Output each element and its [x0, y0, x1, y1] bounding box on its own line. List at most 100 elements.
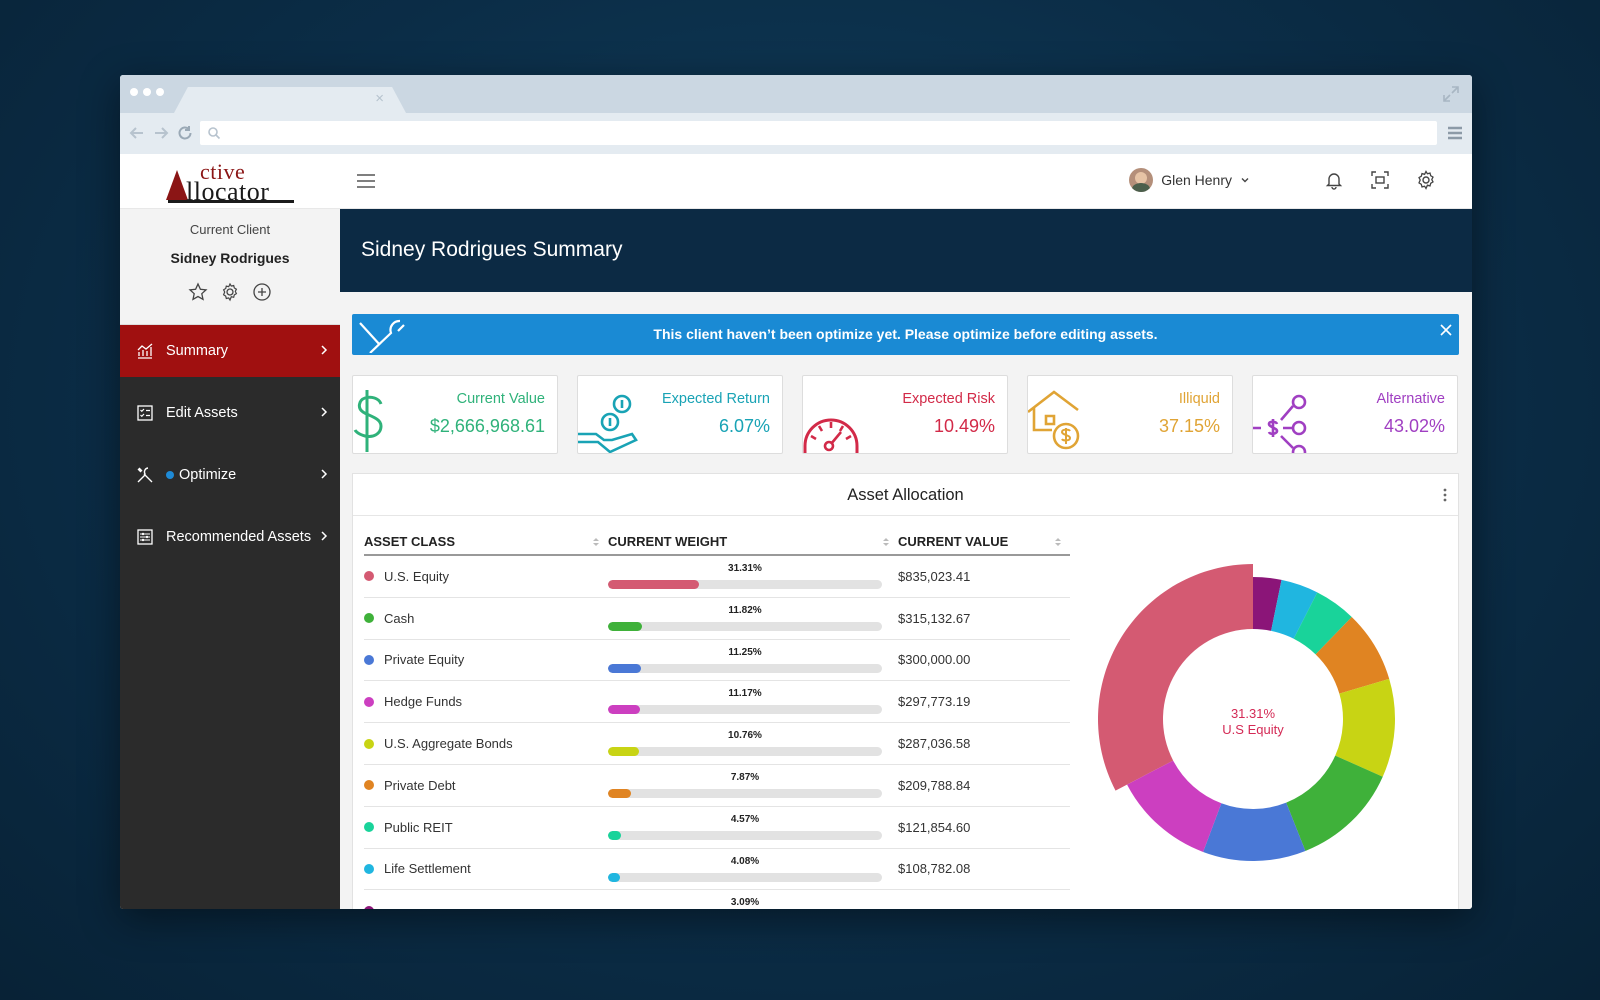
expand-icon[interactable]: [1442, 85, 1460, 103]
url-input[interactable]: [200, 121, 1437, 145]
speedometer-icon: [803, 418, 859, 453]
table-body: U.S. Equity 31.31% $835,023.41 Cash 11.8…: [364, 556, 1070, 909]
browser-tab[interactable]: ×: [174, 87, 406, 113]
star-icon[interactable]: [188, 282, 208, 302]
color-swatch: [364, 738, 374, 749]
donut-slice-other[interactable]: [1253, 577, 1282, 631]
weight-cell: 11.82%: [608, 598, 898, 639]
donut-slice-life-settlement[interactable]: [1271, 579, 1318, 639]
window-controls[interactable]: [130, 88, 164, 96]
column-header-current-weight[interactable]: CURRENT WEIGHT: [608, 528, 898, 554]
card-label: Current Value: [456, 391, 545, 407]
page-title: Sidney Rodrigues Summary: [340, 209, 1472, 292]
asset-class-cell: U.S. Equity: [364, 569, 608, 584]
forward-icon[interactable]: [152, 124, 170, 142]
weight-label: 4.08%: [730, 855, 760, 867]
browser-menu-icon[interactable]: [1446, 125, 1464, 141]
weight-cell: 11.17%: [608, 681, 898, 722]
chevron-right-icon: [321, 469, 328, 479]
column-header-current-value[interactable]: CURRENT VALUE: [898, 528, 1070, 554]
weight-bar-track: [608, 747, 882, 757]
donut-slice-u-s-equity[interactable]: [1098, 564, 1253, 791]
card-value: 10.49%: [933, 416, 995, 436]
dollar-network-icon: [1253, 394, 1307, 453]
sidebar-item-label: Optimize: [179, 467, 237, 483]
card-value: 43.02%: [1383, 416, 1445, 436]
user-menu[interactable]: Glen Henry: [1129, 168, 1250, 192]
hamburger-menu-icon[interactable]: [356, 172, 376, 190]
address-bar: [120, 113, 1472, 154]
main-content: Sidney Rodrigues Summary This client hav…: [340, 209, 1472, 909]
donut-slice-private-equity[interactable]: [1203, 802, 1306, 861]
donut-slice-cash[interactable]: [1286, 755, 1383, 851]
weight-cell: 11.25%: [608, 640, 898, 681]
house-dollar-icon: [1028, 390, 1080, 450]
table-row[interactable]: Private Debt 7.87% $209,788.84: [364, 765, 1070, 807]
asset-class-cell: Private Debt: [364, 778, 608, 793]
gear-icon[interactable]: [1416, 170, 1436, 190]
sidebar-item-summary[interactable]: Summary: [120, 325, 340, 377]
donut-slice-hedge-funds[interactable]: [1127, 760, 1222, 852]
donut-center-value: 31.31%: [1231, 706, 1276, 721]
table-row[interactable]: Cash 11.82% $315,132.67: [364, 598, 1070, 640]
logo[interactable]: ctive llocator: [166, 158, 301, 206]
hand-coins-icon: [578, 394, 638, 453]
column-label: CURRENT VALUE: [898, 533, 1009, 549]
donut-slice-u-s-aggregate-bonds[interactable]: [1335, 678, 1395, 777]
client-settings-icon[interactable]: [220, 282, 240, 302]
checklist-icon: [137, 405, 153, 421]
current-value-cell: $287,036.58: [898, 736, 971, 752]
color-swatch: [364, 905, 374, 909]
table-row[interactable]: Private Equity 11.25% $300,000.00: [364, 640, 1070, 682]
weight-bar-track: [608, 580, 882, 589]
more-vertical-icon[interactable]: [1442, 488, 1448, 502]
fullscreen-icon[interactable]: [1370, 170, 1390, 190]
current-value-cell: $315,132.67: [898, 610, 971, 626]
asset-class-cell: [364, 905, 608, 909]
sidebar-item-recommended-assets[interactable]: Recommended Assets: [120, 511, 340, 563]
chevron-right-icon: [321, 531, 328, 541]
table-row[interactable]: Public REIT 4.57% $121,854.60: [364, 807, 1070, 849]
sidebar-item-optimize[interactable]: Optimize: [120, 449, 340, 501]
column-header-asset-class[interactable]: ASSET CLASS: [364, 528, 608, 554]
card-expected-return: Expected Return 6.07%: [577, 375, 783, 454]
sidebar-item-edit-assets[interactable]: Edit Assets: [120, 387, 340, 439]
current-value-cell: $108,782.08: [898, 861, 971, 877]
sidebar-item-label: Recommended Assets: [166, 529, 312, 545]
tab-close-icon[interactable]: ×: [375, 90, 384, 107]
table-row[interactable]: Hedge Funds 11.17% $297,773.19: [364, 681, 1070, 724]
logo-text-top: ctive: [200, 159, 246, 184]
asset-class-cell: U.S. Aggregate Bonds: [364, 736, 608, 751]
sliders-icon: [137, 529, 153, 545]
card-current-value: Current Value $2,666,968.61: [352, 375, 558, 454]
weight-cell: 31.31%: [608, 556, 898, 597]
sort-icon: [883, 538, 889, 546]
asset-class-name: Public REIT: [384, 819, 453, 835]
close-icon[interactable]: [1439, 323, 1453, 337]
bell-icon[interactable]: [1324, 170, 1344, 190]
chevron-down-icon: [1241, 178, 1249, 183]
donut-slice-private-debt[interactable]: [1315, 616, 1390, 694]
asset-class-cell: Cash: [364, 611, 608, 626]
asset-class-cell: Public REIT: [364, 820, 608, 835]
browser-window: × ctive llocator Glen Henry: [120, 75, 1472, 909]
weight-label: 31.31%: [728, 563, 762, 574]
card-label: Expected Return: [661, 391, 770, 407]
table-row[interactable]: Life Settlement 4.08% $108,782.08: [364, 849, 1070, 891]
add-circle-icon[interactable]: [252, 282, 272, 302]
weight-bar-track: [608, 830, 882, 840]
back-icon[interactable]: [128, 124, 146, 142]
donut-slice-public-reit[interactable]: [1293, 592, 1352, 655]
weight-bar-track: [608, 788, 882, 798]
table-row[interactable]: 3.09%: [364, 890, 1070, 909]
column-label: ASSET CLASS: [364, 533, 456, 549]
tools-icon: [359, 319, 405, 353]
reload-icon[interactable]: [176, 124, 194, 142]
optimize-badge: [166, 471, 174, 479]
table-row[interactable]: U.S. Equity 31.31% $835,023.41: [364, 556, 1070, 598]
weight-label: 4.57%: [730, 813, 760, 825]
asset-class-cell: Hedge Funds: [364, 694, 608, 709]
chart-line-icon: [137, 343, 153, 359]
table-row[interactable]: U.S. Aggregate Bonds 10.76% $287,036.58: [364, 723, 1070, 765]
color-swatch: [364, 613, 374, 624]
